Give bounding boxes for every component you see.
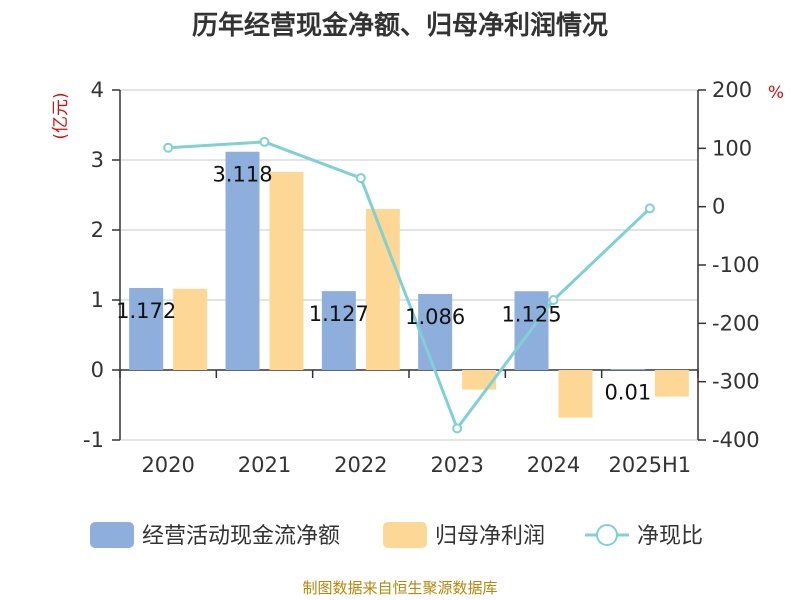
bar-cashflow	[129, 287, 164, 370]
category-label: 2022	[334, 453, 387, 477]
data-label: 1.127	[309, 302, 369, 326]
right-tick-label: 100	[712, 136, 752, 160]
left-tick-label: -1	[83, 428, 104, 452]
right-axis-unit: %	[768, 83, 784, 103]
bar-netprofit	[462, 370, 497, 390]
data-label: 3.118	[212, 163, 272, 187]
chart-title: 历年经营现金净额、归母净利润情况	[192, 10, 608, 41]
data-label: 0.01	[604, 380, 651, 404]
legend-label: 归母净利润	[435, 524, 545, 549]
left-tick-label: 2	[91, 218, 104, 242]
bar-netprofit	[558, 370, 593, 418]
legend-marker	[596, 524, 618, 546]
left-tick-label: 1	[91, 288, 104, 312]
left-tick-label: 3	[91, 148, 104, 172]
bars	[129, 151, 689, 418]
data-labels: 1.172 3.118 1.127 1.086 1.125 0.01	[116, 163, 651, 405]
left-tick-label: 4	[91, 78, 104, 102]
right-tick-label: 200	[712, 78, 752, 102]
right-tick-label: -100	[712, 253, 760, 277]
category-label: 2024	[527, 453, 580, 477]
data-label: 1.172	[116, 299, 176, 323]
bar-netprofit	[654, 370, 689, 397]
bar-netprofit	[269, 171, 304, 370]
net-ratio-line	[168, 140, 651, 432]
legend-swatch	[383, 522, 427, 548]
bar-cashflow	[610, 369, 645, 370]
line-series	[163, 136, 655, 434]
net-ratio-point	[259, 136, 270, 147]
bar-cashflow	[225, 151, 260, 370]
bar-cashflow	[321, 291, 356, 370]
net-ratio-point	[644, 203, 655, 214]
category-label: 2021	[238, 453, 291, 477]
legend-swatch	[90, 522, 134, 548]
right-tick-label: -200	[712, 311, 760, 335]
bar-netprofit	[173, 288, 208, 370]
bar-cashflow	[418, 293, 453, 370]
right-tick-label: 0	[712, 195, 725, 219]
source-note: 制图数据来自恒生聚源数据库	[302, 579, 497, 597]
legend-label: 经营活动现金流净额	[142, 524, 340, 549]
data-label: 1.125	[501, 302, 561, 326]
net-ratio-point	[452, 423, 463, 434]
category-label: 2020	[141, 453, 194, 477]
data-label: 1.086	[405, 305, 465, 329]
right-tick-label: -300	[712, 370, 760, 394]
net-ratio-point	[355, 173, 366, 184]
net-ratio-point	[548, 295, 559, 305]
legend[interactable]: 经营活动现金流净额 归母净利润 净现比	[90, 522, 703, 549]
right-tick-label: -400	[712, 428, 760, 452]
net-ratio-point	[163, 142, 174, 153]
legend-label: 净现比	[637, 524, 703, 549]
category-label: 2025H1	[609, 453, 692, 477]
left-axis-unit: (亿元)	[51, 92, 71, 139]
category-label: 2023	[430, 453, 483, 477]
left-tick-label: 0	[91, 358, 104, 382]
axes: 4 3 2 1 0 -1 200 100 0 -100 -200 -300 -400 2020 2021 20…	[83, 78, 760, 477]
